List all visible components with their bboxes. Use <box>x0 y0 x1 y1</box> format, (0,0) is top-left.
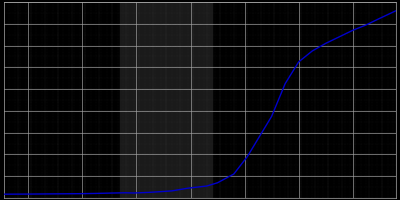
Bar <box>120 2 212 198</box>
